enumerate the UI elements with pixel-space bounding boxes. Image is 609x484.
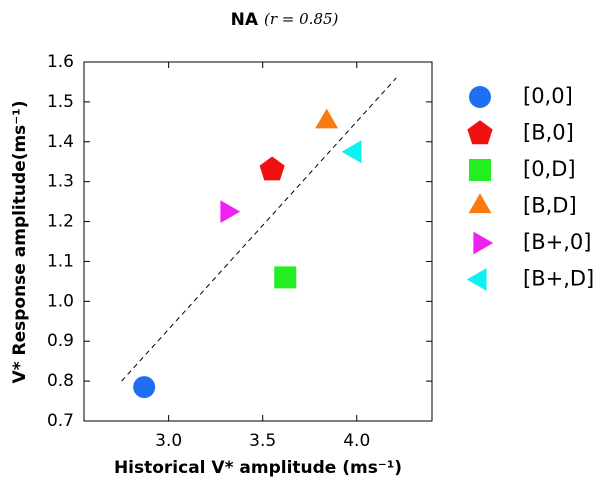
legend-marker bbox=[467, 120, 493, 145]
plot-frame bbox=[83, 61, 433, 422]
legend-label: [0,0] bbox=[523, 84, 573, 108]
legend-label: [B,D] bbox=[523, 194, 577, 218]
scatter-point bbox=[341, 140, 362, 164]
legend-marker bbox=[469, 86, 491, 108]
legend-label: [0,D] bbox=[523, 157, 576, 181]
legend-label: [B+,D] bbox=[523, 267, 594, 291]
y-tick-label: 0.8 bbox=[47, 371, 74, 391]
fit-line bbox=[121, 77, 397, 382]
scatter-point bbox=[315, 108, 339, 129]
scatter-point bbox=[220, 200, 241, 223]
y-tick-label: 1.3 bbox=[47, 172, 74, 192]
scatter-point bbox=[274, 266, 297, 289]
y-tick-label: 1.0 bbox=[47, 291, 74, 311]
scatter-point bbox=[133, 376, 156, 399]
y-tick-label: 1.5 bbox=[47, 92, 74, 112]
legend-marker bbox=[468, 193, 492, 214]
legend-label: [B+,0] bbox=[523, 230, 591, 254]
scatter-point bbox=[259, 156, 285, 181]
y-tick-label: 0.9 bbox=[47, 331, 74, 351]
x-tick-label: 3.0 bbox=[155, 431, 182, 451]
title-annotation: (r = 0.85) bbox=[264, 10, 339, 28]
y-axis-label: V* Response amplitude(ms⁻¹) bbox=[10, 101, 30, 384]
y-tick-label: 0.7 bbox=[47, 411, 74, 431]
x-tick-label: 4.0 bbox=[343, 431, 370, 451]
x-tick-label: 3.5 bbox=[249, 431, 276, 451]
y-tick-label: 1.6 bbox=[47, 52, 74, 72]
legend-marker bbox=[473, 231, 494, 255]
legend-label: [B,0] bbox=[523, 121, 574, 145]
x-axis-label: Historical V* amplitude (ms⁻¹) bbox=[114, 458, 402, 478]
legend-marker bbox=[469, 159, 491, 181]
y-tick-label: 1.4 bbox=[47, 132, 74, 152]
y-tick-label: 1.1 bbox=[47, 251, 74, 271]
legend-marker bbox=[466, 268, 487, 291]
chart-title: NA bbox=[231, 10, 259, 30]
y-tick-label: 1.2 bbox=[47, 212, 74, 232]
